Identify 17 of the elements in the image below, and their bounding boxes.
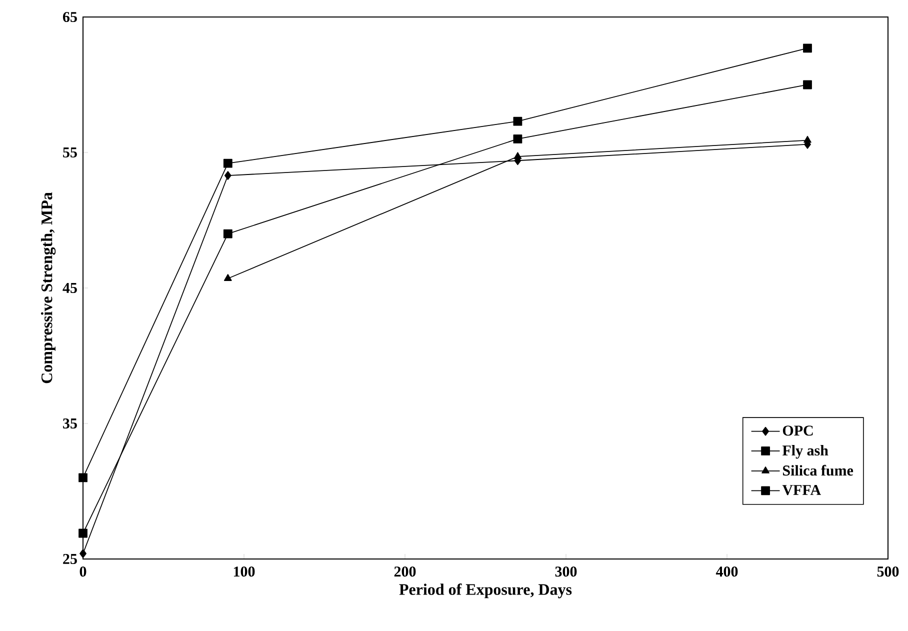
x-tick-label: 300 (555, 566, 577, 577)
x-tick-label: 500 (877, 566, 899, 577)
x-axis-title: Period of Exposure, Days (399, 584, 572, 598)
legend-label: Silica fume (783, 464, 854, 476)
y-tick-label: 25 (63, 554, 77, 564)
legend-label: OPC (782, 426, 813, 436)
x-tick-label: 400 (716, 566, 738, 577)
x-tick-label: 200 (394, 566, 416, 577)
y-axis-title: Compressive Strength, MPa (40, 192, 56, 384)
y-tick-label: 55 (63, 148, 77, 158)
y-tick-label: 65 (62, 12, 77, 22)
legend-label: VFFA (782, 484, 821, 496)
y-tick-label: 45 (62, 282, 77, 293)
x-tick-label: 100 (234, 566, 255, 577)
y-tick-label: 35 (63, 418, 77, 429)
legend-label: Fly ash (782, 445, 828, 459)
x-tick-label: 0 (80, 566, 86, 577)
